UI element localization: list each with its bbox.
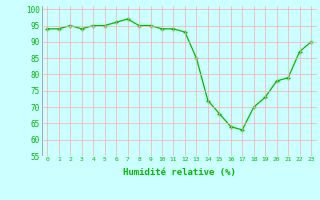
X-axis label: Humidité relative (%): Humidité relative (%)	[123, 168, 236, 177]
